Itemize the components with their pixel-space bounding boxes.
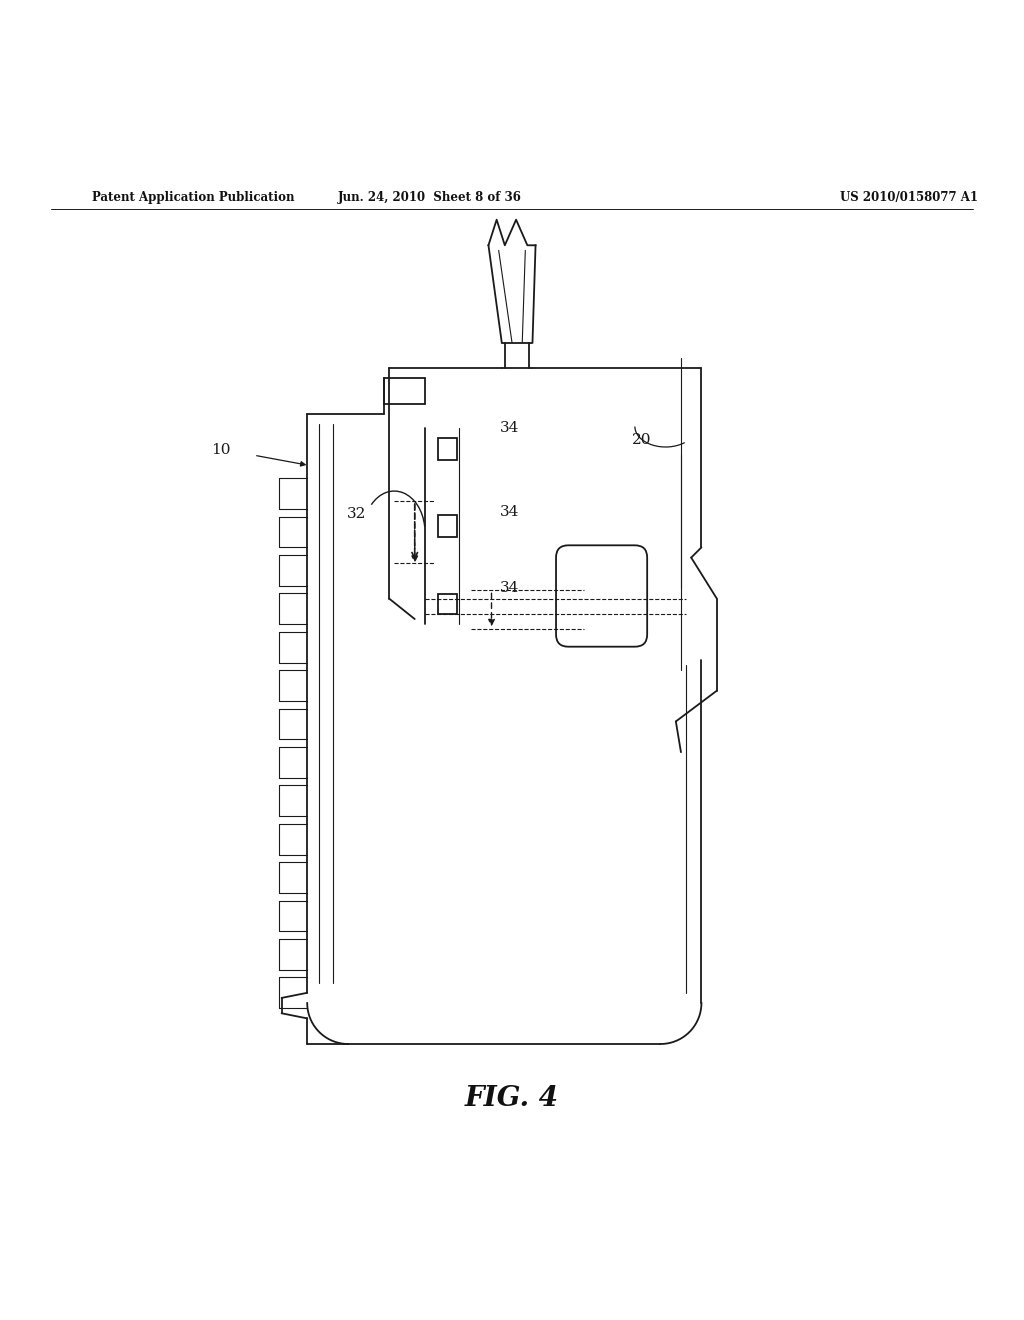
Text: US 2010/0158077 A1: US 2010/0158077 A1 (840, 190, 978, 203)
Text: 34: 34 (500, 581, 519, 595)
Bar (438, 515, 457, 537)
Text: 20: 20 (632, 433, 651, 447)
Text: 34: 34 (500, 421, 519, 434)
Text: Jun. 24, 2010  Sheet 8 of 36: Jun. 24, 2010 Sheet 8 of 36 (338, 190, 522, 203)
Text: Patent Application Publication: Patent Application Publication (92, 190, 295, 203)
Bar (438, 438, 457, 461)
Text: FIG. 4: FIG. 4 (465, 1085, 559, 1111)
Text: 10: 10 (211, 444, 230, 457)
Text: 34: 34 (500, 504, 519, 519)
Bar (438, 594, 457, 614)
Text: 32: 32 (347, 507, 367, 520)
